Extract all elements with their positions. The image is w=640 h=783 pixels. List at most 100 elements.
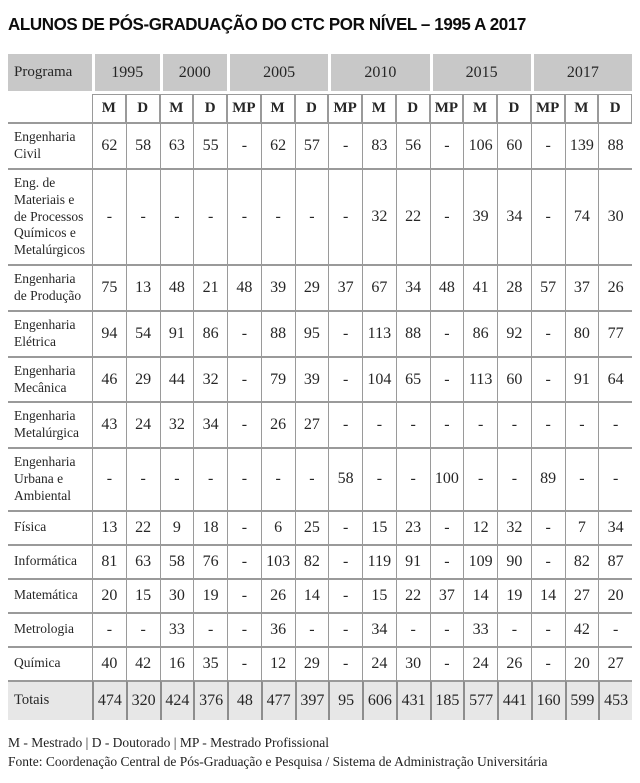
value-cell: 63 xyxy=(159,122,194,168)
value-cell: 89 xyxy=(530,447,565,510)
value-cell: - xyxy=(429,167,464,265)
value-cell: 43 xyxy=(92,401,126,448)
value-cell: - xyxy=(92,447,126,510)
value-cell: 36 xyxy=(260,611,295,646)
value-cell: - xyxy=(395,611,430,646)
value-cell: - xyxy=(530,355,565,402)
value-cell: - xyxy=(227,577,261,612)
value-cell: - xyxy=(429,122,464,168)
value-cell: 62 xyxy=(92,122,126,168)
value-cell: 19 xyxy=(497,577,531,612)
value-cell: 91 xyxy=(395,543,430,578)
program-name-cell: Matemática xyxy=(8,577,92,612)
value-cell: 15 xyxy=(362,577,396,612)
value-cell: - xyxy=(328,509,362,544)
value-cell: - xyxy=(564,401,599,448)
value-cell: - xyxy=(294,611,329,646)
level-header-cell: M xyxy=(92,94,126,122)
value-cell: 39 xyxy=(294,355,329,402)
value-cell: 48 xyxy=(159,264,194,310)
value-cell: 103 xyxy=(260,543,295,578)
value-cell: - xyxy=(598,447,632,510)
value-cell: 77 xyxy=(598,309,632,356)
totals-value-cell: 160 xyxy=(530,679,565,720)
value-cell: - xyxy=(227,645,261,680)
value-cell: 90 xyxy=(497,543,531,578)
program-name-cell: Eng. de Materiais e de Processos Químico… xyxy=(8,167,92,264)
value-cell: 32 xyxy=(193,355,227,402)
value-cell: 113 xyxy=(463,355,497,402)
value-cell: 24 xyxy=(463,645,497,680)
value-cell: 25 xyxy=(294,509,329,544)
year-header-1995: 1995 xyxy=(92,54,160,94)
program-name-cell: Engenharia de Produção xyxy=(8,264,92,310)
value-cell: 28 xyxy=(497,264,531,310)
value-cell: 67 xyxy=(362,264,396,310)
value-cell: - xyxy=(530,309,565,356)
totals-value-cell: 477 xyxy=(260,679,295,720)
value-cell: - xyxy=(429,401,464,448)
value-cell: 39 xyxy=(260,264,295,310)
value-cell: 13 xyxy=(125,264,160,310)
value-cell: - xyxy=(227,401,261,448)
value-cell: - xyxy=(193,167,227,265)
value-cell: 54 xyxy=(125,309,160,356)
value-cell: 29 xyxy=(125,355,160,402)
level-header-cell: MP xyxy=(328,94,362,122)
level-header-cell: MP xyxy=(429,94,464,122)
value-cell: 23 xyxy=(395,509,430,544)
value-cell: 87 xyxy=(598,543,632,578)
value-cell: - xyxy=(395,401,430,448)
level-header-cell: M xyxy=(260,94,295,122)
value-cell: 29 xyxy=(294,264,329,310)
value-cell: 15 xyxy=(362,509,396,544)
value-cell: - xyxy=(530,509,565,544)
value-cell: - xyxy=(497,447,531,510)
value-cell: - xyxy=(92,611,126,646)
programa-header: Programa xyxy=(8,54,92,94)
value-cell: - xyxy=(429,543,464,578)
value-cell: - xyxy=(328,543,362,578)
value-cell: 30 xyxy=(598,167,632,265)
value-cell: 104 xyxy=(362,355,396,402)
value-cell: - xyxy=(429,309,464,356)
value-cell: - xyxy=(328,645,362,680)
value-cell: - xyxy=(530,167,565,265)
value-cell: 64 xyxy=(598,355,632,402)
value-cell: 32 xyxy=(159,401,194,448)
value-cell: - xyxy=(227,543,261,578)
value-cell: - xyxy=(429,509,464,544)
value-cell: - xyxy=(429,645,464,680)
value-cell: - xyxy=(328,577,362,612)
value-cell: 48 xyxy=(429,264,464,310)
value-cell: 58 xyxy=(125,122,160,168)
value-cell: 13 xyxy=(92,509,126,544)
level-header-cell: MP xyxy=(530,94,565,122)
program-name-cell: Informática xyxy=(8,543,92,578)
value-cell: 27 xyxy=(294,401,329,448)
value-cell: 95 xyxy=(294,309,329,356)
value-cell: 42 xyxy=(125,645,160,680)
value-cell: 33 xyxy=(159,611,194,646)
value-cell: 57 xyxy=(530,264,565,310)
value-cell: - xyxy=(530,401,565,448)
value-cell: 46 xyxy=(92,355,126,402)
value-cell: 34 xyxy=(497,167,531,265)
value-cell: 113 xyxy=(362,309,396,356)
program-name-cell: Metrologia xyxy=(8,611,92,646)
value-cell: 56 xyxy=(395,122,430,168)
value-cell: 26 xyxy=(260,577,295,612)
value-cell: 100 xyxy=(429,447,464,510)
totals-value-cell: 453 xyxy=(598,679,632,720)
level-header-cell: D xyxy=(294,94,329,122)
value-cell: 82 xyxy=(564,543,599,578)
value-cell: 39 xyxy=(463,167,497,265)
totals-value-cell: 185 xyxy=(429,679,464,720)
value-cell: - xyxy=(227,611,261,646)
program-name-cell: Engenharia Elétrica xyxy=(8,309,92,356)
value-cell: 58 xyxy=(159,543,194,578)
value-cell: 82 xyxy=(294,543,329,578)
value-cell: 21 xyxy=(193,264,227,310)
totals-value-cell: 599 xyxy=(564,679,599,720)
